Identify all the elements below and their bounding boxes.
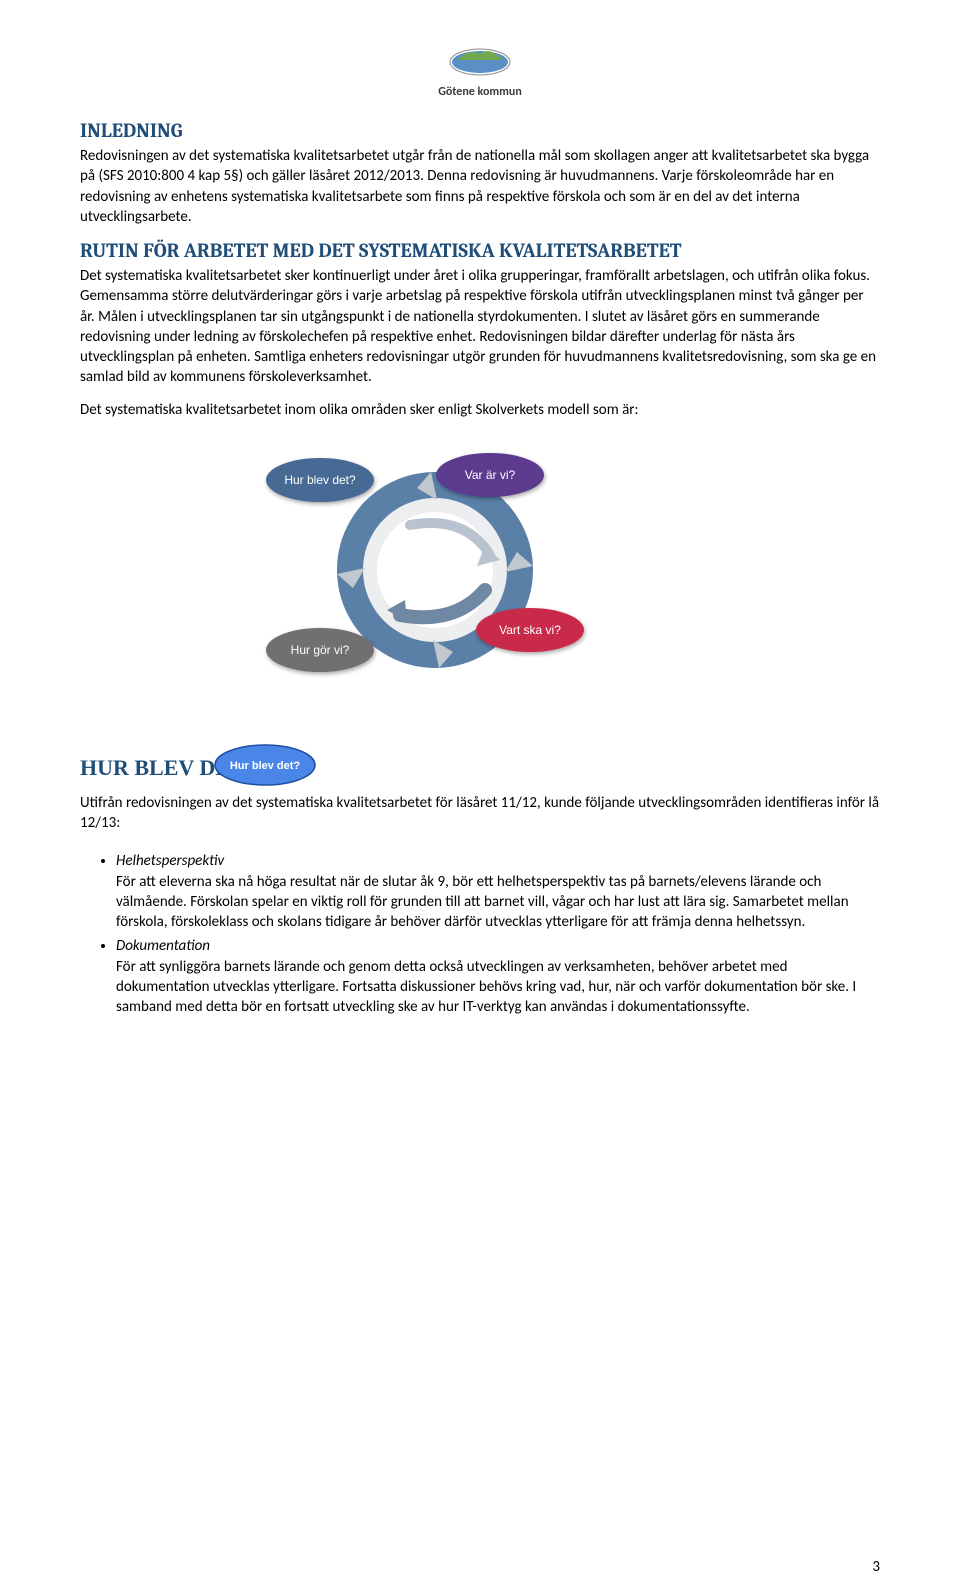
heading-rutin: RUTIN FÖR ARBETET MED DET SYSTEMATISKA K… bbox=[80, 239, 880, 262]
header-logo: Götene kommun bbox=[80, 40, 880, 99]
bullet-text-2: För att synliggöra barnets lärande och g… bbox=[116, 958, 856, 1017]
hur-blev-oval: Hur blev det? bbox=[210, 741, 320, 795]
svg-text:Vart ska vi?: Vart ska vi? bbox=[499, 623, 561, 637]
quality-cycle-icon: Var är vi? Vart ska vi? Hur gör vi? Hur ble… bbox=[250, 440, 630, 710]
logo-text: Götene kommun bbox=[80, 85, 880, 99]
oval-badge-icon: Hur blev det? bbox=[210, 741, 320, 789]
svg-text:Hur blev det?: Hur blev det? bbox=[284, 473, 356, 487]
bullet-text-1: För att eleverna ska nå höga resultat nä… bbox=[116, 873, 849, 932]
inledning-text: Redovisningen av det systematiska kvalit… bbox=[80, 146, 880, 227]
oval-label: Hur blev det? bbox=[230, 760, 301, 772]
svg-text:Hur gör vi?: Hur gör vi? bbox=[291, 643, 350, 657]
list-item: Dokumentation För att synliggöra barnets… bbox=[116, 936, 880, 1017]
list-item: Helhetsperspektiv För att eleverna ska n… bbox=[116, 851, 880, 932]
bullet-list: Helhetsperspektiv För att eleverna ska n… bbox=[80, 851, 880, 1017]
heading-hur-blev-det: HUR BLEV DET? Hur blev det? bbox=[80, 755, 880, 781]
municipality-logo-icon bbox=[445, 40, 515, 78]
bullet-title-2: Dokumentation bbox=[116, 937, 210, 955]
cycle-diagram: Var är vi? Vart ska vi? Hur gör vi? Hur ble… bbox=[250, 440, 880, 715]
page-number: 3 bbox=[872, 1558, 880, 1576]
bullet-title-1: Helhetsperspektiv bbox=[116, 852, 224, 870]
page: Götene kommun INLEDNING Redovisningen av… bbox=[0, 0, 960, 1596]
svg-text:Var är vi?: Var är vi? bbox=[465, 468, 516, 482]
rutin-text-2: Det systematiska kvalitetsarbetet inom o… bbox=[80, 400, 880, 420]
rutin-text-1: Det systematiska kvalitetsarbetet sker k… bbox=[80, 266, 880, 388]
hurblev-intro: Utifrån redovisningen av det systematisk… bbox=[80, 793, 880, 834]
heading-inledning: INLEDNING bbox=[80, 119, 880, 142]
